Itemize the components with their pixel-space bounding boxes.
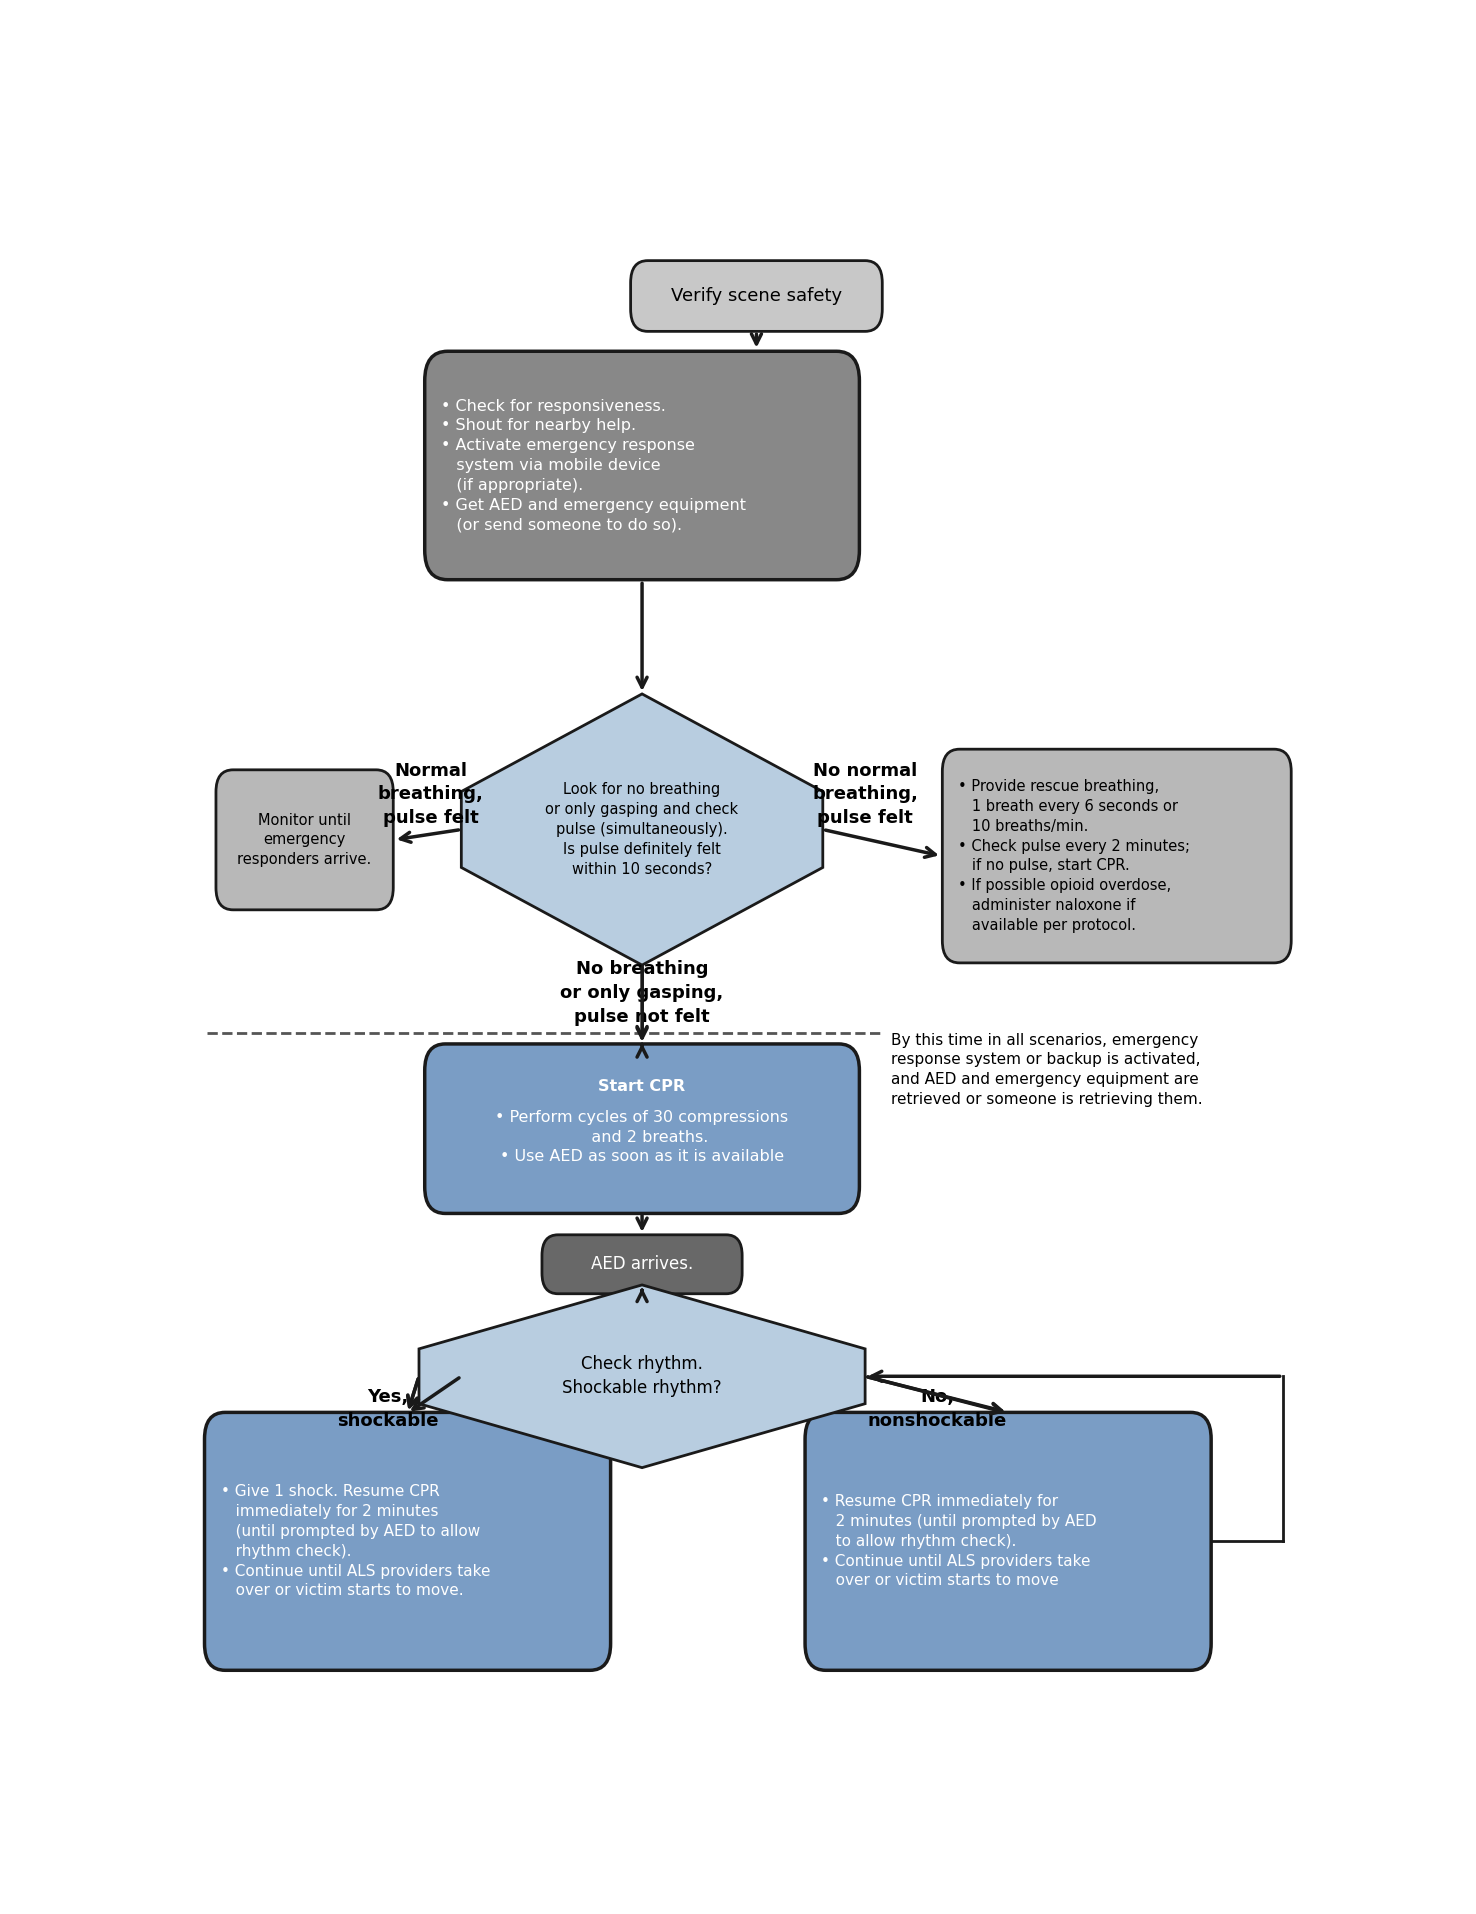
Text: • Provide rescue breathing,
   1 breath every 6 seconds or
   10 breaths/min.
• : • Provide rescue breathing, 1 breath eve…: [958, 779, 1190, 932]
Text: • Perform cycles of 30 compressions
   and 2 breaths.
• Use AED as soon as it is: • Perform cycles of 30 compressions and …: [496, 1110, 788, 1164]
FancyBboxPatch shape: [425, 352, 859, 580]
FancyBboxPatch shape: [205, 1413, 611, 1671]
Text: Check rhythm.
Shockable rhythm?: Check rhythm. Shockable rhythm?: [562, 1355, 722, 1397]
Text: No normal
breathing,
pulse felt: No normal breathing, pulse felt: [812, 762, 918, 827]
Text: Start CPR: Start CPR: [598, 1079, 686, 1093]
Text: Yes,
shockable: Yes, shockable: [338, 1388, 438, 1430]
Text: AED arrives.: AED arrives.: [590, 1256, 694, 1273]
FancyBboxPatch shape: [542, 1235, 742, 1294]
Text: Monitor until
emergency
responders arrive.: Monitor until emergency responders arriv…: [238, 813, 372, 867]
Polygon shape: [419, 1284, 865, 1468]
Text: By this time in all scenarios, emergency
response system or backup is activated,: By this time in all scenarios, emergency…: [892, 1032, 1203, 1106]
FancyBboxPatch shape: [630, 260, 883, 331]
Text: No,
nonshockable: No, nonshockable: [868, 1388, 1007, 1430]
Polygon shape: [462, 695, 822, 965]
FancyBboxPatch shape: [425, 1043, 859, 1213]
Text: No breathing
or only gasping,
pulse not felt: No breathing or only gasping, pulse not …: [561, 961, 723, 1026]
Text: • Check for responsiveness.
• Shout for nearby help.
• Activate emergency respon: • Check for responsiveness. • Shout for …: [441, 398, 745, 532]
FancyBboxPatch shape: [215, 769, 393, 909]
Text: Verify scene safety: Verify scene safety: [672, 287, 841, 304]
Text: Normal
breathing,
pulse felt: Normal breathing, pulse felt: [378, 762, 483, 827]
FancyBboxPatch shape: [804, 1413, 1212, 1671]
Text: • Give 1 shock. Resume CPR
   immediately for 2 minutes
   (until prompted by AE: • Give 1 shock. Resume CPR immediately f…: [220, 1485, 490, 1598]
Text: • Resume CPR immediately for
   2 minutes (until prompted by AED
   to allow rhy: • Resume CPR immediately for 2 minutes (…: [821, 1495, 1097, 1589]
FancyBboxPatch shape: [942, 748, 1292, 963]
Text: Look for no breathing
or only gasping and check
pulse (simultaneously).
Is pulse: Look for no breathing or only gasping an…: [546, 783, 738, 877]
